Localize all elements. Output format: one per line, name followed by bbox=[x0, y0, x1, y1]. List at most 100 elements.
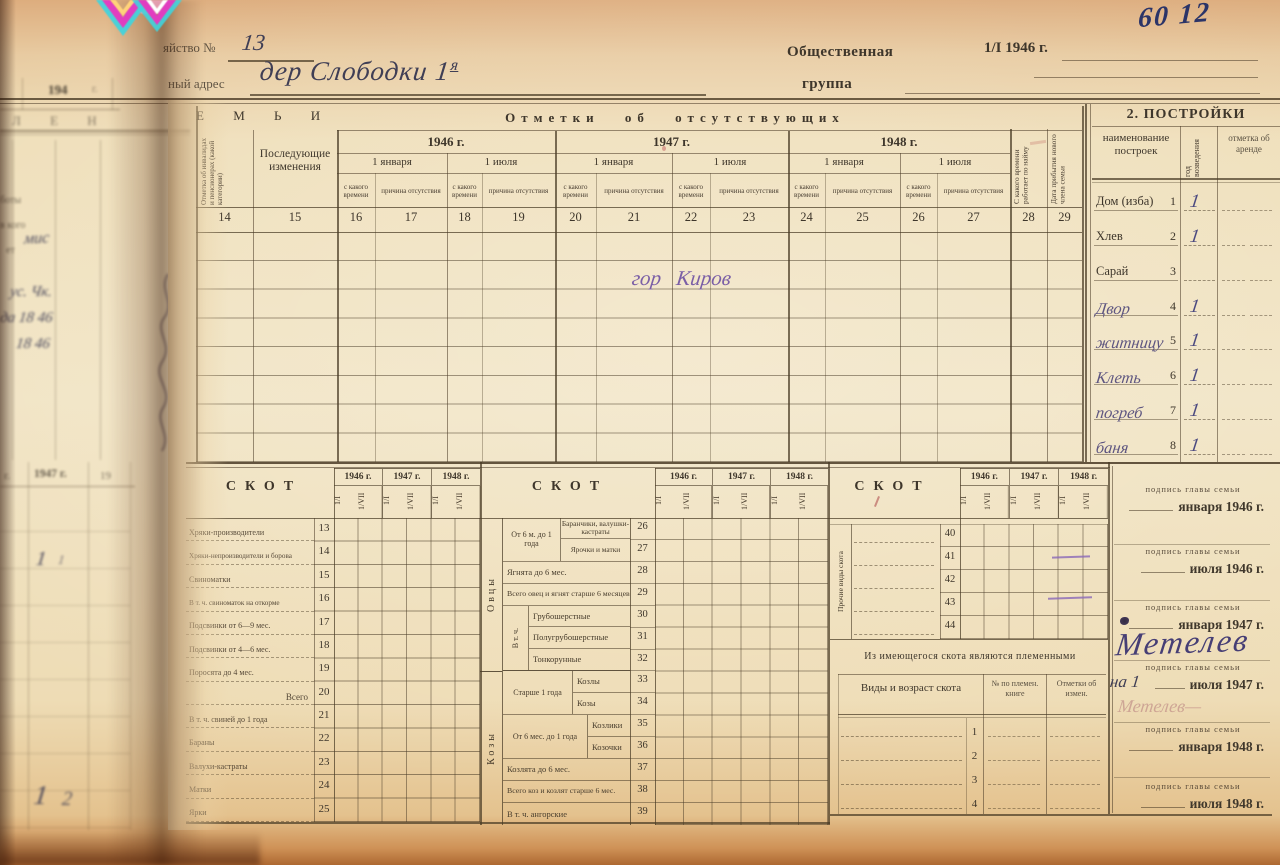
building-name: Хлев bbox=[1096, 228, 1123, 243]
row-label-35: Козлики bbox=[588, 715, 630, 737]
date-col: 1/I bbox=[654, 496, 663, 506]
goats-group-cell: Козы bbox=[480, 672, 502, 826]
row-label-39: В т. ч. ангорские bbox=[507, 808, 567, 819]
date-col: 1/I bbox=[382, 496, 391, 506]
row-label: Подсвинки от 4—6 мес. bbox=[189, 644, 271, 654]
handwritten-signature-faint: Метелев— bbox=[1116, 696, 1203, 716]
row-no: 37 bbox=[630, 759, 655, 782]
livestock-row: В т. ч. свиней до 1 года bbox=[186, 705, 314, 729]
col-no: 18 bbox=[458, 210, 471, 224]
handwritten-city-entry: гор Киров bbox=[630, 266, 733, 290]
row-label-36: Козочки bbox=[592, 742, 622, 753]
row-label: В т. ч. свиноматок на откорме bbox=[189, 598, 280, 607]
subgroup-6m-1y: От 6 м. до 1 года bbox=[503, 518, 561, 561]
col-no: 17 bbox=[404, 210, 418, 224]
row-label: Валухи-кастраты bbox=[189, 761, 248, 771]
row-label-33: Козлы bbox=[573, 671, 630, 693]
date-header: 1 января bbox=[372, 156, 412, 168]
livestock-row: Всего bbox=[186, 682, 314, 705]
sub-header-since: с какого времени bbox=[906, 182, 931, 199]
left-handwriting-line-3: 18 46 bbox=[15, 336, 51, 352]
date-col: 1/VII bbox=[1082, 486, 1109, 518]
row-no: 26 bbox=[630, 518, 655, 540]
column-changes-header: Последующие изменения bbox=[259, 148, 331, 173]
col-no: 25 bbox=[856, 210, 869, 224]
col-no: 15 bbox=[288, 210, 302, 224]
col-no: 16 bbox=[349, 210, 363, 224]
livestock-block2-numbers: 26 27 28 29 30 31 32 33 34 35 36 37 38 39 bbox=[630, 518, 655, 825]
row-label-32: Тонкорунные bbox=[533, 654, 582, 665]
livestock-block1-labels: Хряки-производители Хряки-непроизводител… bbox=[186, 518, 314, 822]
row-no: 3 bbox=[971, 774, 978, 786]
left-members-letters: Л Е Н bbox=[12, 113, 110, 128]
col-no: 19 bbox=[512, 210, 525, 224]
left-year-g: г. bbox=[92, 84, 98, 95]
page-left-edge-shadow bbox=[0, 0, 16, 865]
livestock-row: Ярки bbox=[186, 799, 314, 822]
row-label-31: Полугрубошерстные bbox=[529, 627, 630, 649]
handwritten-date-prefix: на 1 bbox=[1108, 672, 1141, 691]
signature-label: подпись главы семьи bbox=[1145, 724, 1241, 734]
row-no: 38 bbox=[630, 781, 655, 803]
row-label: Хряки-непроизводители и борова bbox=[189, 552, 292, 561]
pedigree-book-no-header: № по племен. книге bbox=[991, 679, 1039, 698]
livestock-row: Хряки-производители bbox=[186, 518, 314, 542]
sub-header-since: с какого времени bbox=[452, 182, 477, 199]
row-label: Свиноматки bbox=[189, 574, 231, 584]
sub-header-reason: причина отсутствия bbox=[832, 186, 893, 195]
signature-label: подпись главы семьи bbox=[1145, 546, 1241, 556]
row-label-38: Всего коз и козлят старше 6 мес. bbox=[503, 781, 630, 804]
row-no: 1 bbox=[971, 726, 978, 738]
signature-date: января 1948 г. bbox=[1178, 739, 1264, 754]
year-header-1948: 1948 г. bbox=[880, 134, 918, 149]
livestock-row: Валухи-кастраты bbox=[186, 752, 314, 776]
column-numbers-row: 14 15 16 17 18 19 20 21 22 23 24 25 26 27 28 29 bbox=[196, 207, 1082, 232]
year-label: 1946 г. bbox=[960, 469, 1009, 486]
building-row: Дом (изба) 1 1 bbox=[1092, 183, 1280, 218]
sub-header-since: с какого времени bbox=[343, 182, 369, 199]
signature-block-jan-1947: подпись главы семьи января 1947 г. bbox=[1114, 602, 1272, 633]
signature-label: подпись главы семьи bbox=[1145, 662, 1241, 672]
block1-col-grid bbox=[334, 518, 480, 822]
row-label-34: Козы bbox=[577, 698, 596, 709]
year-label: 1946 г. bbox=[334, 469, 382, 486]
building-name: Сарай bbox=[1096, 263, 1129, 278]
date-header: 1 января bbox=[824, 156, 864, 168]
row-label: Хряки-производители bbox=[189, 527, 265, 537]
column-disabled-header: Отметка об инвалидах и пенсионерах (како… bbox=[200, 138, 224, 205]
ink-blot bbox=[1120, 617, 1129, 625]
row-no: 32 bbox=[630, 650, 655, 672]
signature-date: июля 1947 г. bbox=[1189, 677, 1264, 692]
social-group-label-line1: Общественная bbox=[787, 44, 894, 60]
sub-header-since: с какого времени bbox=[678, 182, 704, 199]
row-label-28: Ягнята до 6 мес. bbox=[503, 562, 630, 584]
year-cell: 1947 г. 1/I 1/VII bbox=[712, 469, 771, 518]
date-col: 1/VII bbox=[798, 486, 828, 518]
row-label: Ярки bbox=[189, 808, 207, 818]
year-cell: 1946 г. 1/I 1/VII bbox=[333, 469, 383, 518]
row-no: 33 bbox=[630, 671, 655, 694]
incl-label: В т. ч. bbox=[511, 627, 520, 649]
row-no: 28 bbox=[630, 562, 655, 584]
signature-block-jan-1948: подпись главы семьи января 1948 г. bbox=[1114, 724, 1272, 755]
sub-header-reason: причина отсутствия bbox=[381, 186, 441, 195]
pedigree-title: Из имеющегося скота являются племенными bbox=[864, 651, 1076, 662]
subgroup-from-6m: От 6 мес. до 1 года bbox=[503, 715, 588, 759]
red-speck bbox=[662, 146, 666, 151]
members-title-fragment: Е М Ь И bbox=[196, 108, 334, 123]
date-col: 1/VII bbox=[455, 486, 480, 518]
sub-header-reason: причина отсутствия bbox=[488, 186, 549, 195]
building-no: 5 bbox=[1170, 333, 1176, 348]
livestock-row: Бараны bbox=[186, 728, 314, 752]
pedigree-rows: 1 2 3 4 bbox=[838, 718, 1106, 814]
signature-label: подпись главы семьи bbox=[1145, 484, 1241, 494]
livestock-years-2: 1946 г. 1/I 1/VII 1947 г. 1/I 1/VII 1948 г. 1… bbox=[654, 468, 828, 518]
date-header: 1 июля bbox=[713, 156, 747, 168]
row-label: В т. ч. свиней до 1 года bbox=[189, 714, 268, 724]
corner-handwritten-number: 60 12 bbox=[1137, 0, 1212, 35]
livestock-row: Подсвинки от 4—6 мес. bbox=[186, 635, 314, 659]
sub-header-since: с какого времени bbox=[563, 182, 588, 199]
address-value: дер Слободки 1я bbox=[258, 56, 460, 87]
date-col: 1/I bbox=[712, 496, 721, 506]
header-date: 1/I 1946 г. bbox=[984, 40, 1048, 56]
